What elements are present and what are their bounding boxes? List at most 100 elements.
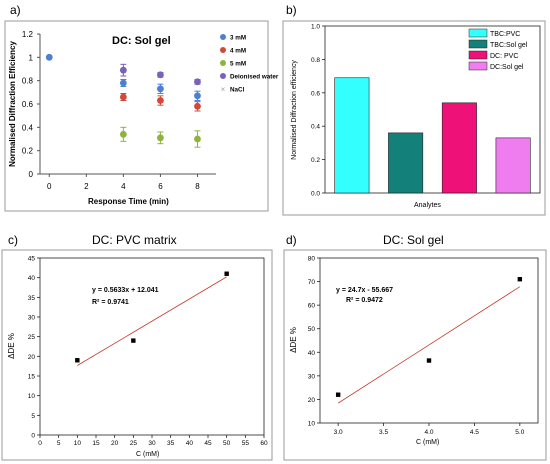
- chart-d-xtick-label: 4.0: [424, 429, 433, 436]
- chart-d-point: [426, 358, 432, 363]
- panel-c-frame: [1, 249, 273, 461]
- chart-d-ytick-label: 70: [308, 279, 316, 286]
- chart-d-ytick-label: 40: [308, 350, 316, 357]
- chart-c-equation: y = 0.5633x + 12.041: [92, 287, 159, 294]
- chart-d-xtick-label: 5.0: [515, 429, 524, 436]
- chart-d-xtick-label: 3.5: [379, 429, 388, 436]
- chart-a-point: [194, 78, 201, 86]
- chart-a-legend-marker: [220, 73, 226, 79]
- chart-c-xtick-label: 15: [92, 440, 100, 447]
- chart-b-legend-label: DC:Sol gel: [490, 64, 524, 71]
- chart-d-xtick-label: 3.0: [334, 429, 343, 436]
- chart-d-trendline: [337, 286, 521, 404]
- chart-a-point: [157, 85, 164, 93]
- chart-d-point: [335, 392, 341, 397]
- chart-a-legend-label: 5 mM: [230, 61, 246, 68]
- panel-c-heading: DC: PVC matrix: [92, 233, 177, 247]
- chart-a-legend-label: 3 mM: [230, 35, 246, 42]
- chart-a-xtick-label: 0: [47, 182, 52, 191]
- chart-d-scatter: C (mM) ΔDE % y = 24.7x - 55.667 R² = 0.9…: [289, 256, 539, 446]
- chart-b-xlabel: Analytes: [414, 202, 441, 209]
- chart-a-ytick-label: 0.6: [22, 100, 34, 109]
- chart-a-point: [194, 92, 201, 100]
- chart-a-ylabel: Normalised Diffraction Efficiency: [8, 41, 17, 167]
- chart-a-legend-marker: [220, 60, 226, 66]
- chart-b-ytick-label: 0.0: [311, 191, 320, 198]
- chart-c-xtick-label: 20: [111, 440, 119, 447]
- chart-b-bar: [495, 137, 531, 194]
- chart-b-ytick-label: 1.0: [311, 24, 320, 31]
- chart-a-ytick-label: 1: [29, 53, 34, 62]
- chart-a-ytick-label: 0.2: [22, 147, 34, 156]
- panel-a-label: a): [10, 3, 21, 17]
- chart-c-ytick-label: 35: [28, 295, 36, 302]
- chart-d-xtick-label: 4.5: [470, 429, 479, 436]
- chart-d-xlabel: C (mM): [416, 439, 439, 446]
- chart-b-legend-label: TBC:PVC: [490, 31, 520, 38]
- chart-c-xtick-label: 10: [74, 440, 82, 447]
- chart-a-xtick-label: 6: [158, 182, 163, 191]
- chart-c-xtick-label: 40: [186, 440, 194, 447]
- chart-a-xtick-label: 2: [84, 182, 89, 191]
- chart-c-ytick-label: 25: [28, 334, 36, 341]
- chart-a-xlabel: Response Time (min): [88, 197, 169, 206]
- chart-c-xtick-label: 60: [260, 440, 268, 447]
- panel-d-frame: [283, 249, 547, 461]
- chart-c-ytick-label: 5: [31, 413, 35, 420]
- chart-b-ytick-label: 0.2: [311, 157, 320, 164]
- chart-c-scatter: C (mM) ΔDE % y = 0.5633x + 12.041 R² = 0…: [7, 256, 268, 459]
- chart-d-r2: R² = 0.9472: [346, 297, 383, 304]
- chart-a-ytick-label: 0.8: [22, 77, 34, 86]
- chart-a-legend-label: NaCl: [230, 87, 245, 94]
- chart-b-ytick-label: 0.8: [311, 57, 320, 64]
- chart-a-point: [157, 134, 164, 142]
- chart-c-xtick-label: 35: [167, 440, 175, 447]
- chart-c-xtick-label: 50: [223, 440, 231, 447]
- chart-a-point: [119, 79, 127, 87]
- chart-b-plot-area: [324, 25, 541, 194]
- chart-d-ytick-label: 50: [308, 326, 316, 333]
- chart-a-point: [194, 102, 201, 110]
- chart-a-ytick-label: 0: [29, 170, 34, 179]
- chart-a-legend-marker: [220, 34, 226, 40]
- chart-c-point: [131, 338, 136, 343]
- chart-c-ytick-label: 20: [28, 354, 36, 361]
- chart-d-point: [517, 277, 523, 282]
- chart-a-xtick-label: 4: [121, 182, 126, 191]
- chart-c-xtick-label: 5: [57, 440, 61, 447]
- panel-a-frame: [4, 20, 269, 212]
- chart-c-ytick-label: 40: [28, 275, 36, 282]
- panel-d-label: d): [286, 233, 297, 247]
- chart-d-ytick-label: 80: [308, 256, 316, 263]
- panel-c-label: c): [8, 233, 18, 247]
- chart-a-point: [157, 71, 164, 79]
- chart-b-legend-label: TBC:Sol gel: [490, 42, 528, 49]
- chart-a-legend-label: 4 mM: [230, 48, 246, 55]
- chart-b-bar: [334, 77, 370, 194]
- chart-d-ytick-label: 30: [308, 373, 316, 380]
- chart-a-point: [194, 135, 201, 143]
- chart-a-legend-label: Deionised water: [230, 74, 279, 81]
- chart-c-point: [224, 271, 229, 276]
- chart-b-ylabel: Normalised Diffraction efficiency: [291, 60, 298, 160]
- chart-c-xlabel: C (mM): [136, 451, 159, 458]
- chart-c-xtick-label: 25: [130, 440, 138, 447]
- chart-a-legend-marker: ×: [221, 85, 226, 94]
- chart-a-ytick-label: 1.2: [22, 30, 34, 39]
- chart-b-legend-swatch: [468, 28, 488, 38]
- chart-d-ytick-label: 20: [308, 397, 316, 404]
- chart-a-point: [119, 93, 127, 101]
- chart-c-ytick-label: 10: [28, 393, 36, 400]
- chart-c-ytick-label: 0: [31, 433, 35, 440]
- panel-b-label: b): [286, 3, 297, 17]
- chart-b-legend-swatch: [468, 39, 488, 49]
- chart-a-scatter: DC: Sol gel Response Time (min) Normalis…: [8, 30, 279, 206]
- chart-c-ytick-label: 30: [28, 315, 36, 322]
- chart-c-point: [75, 358, 80, 363]
- chart-d-ytick-label: 10: [308, 421, 316, 428]
- chart-b-bar: Analytes Normalised Diffraction efficien…: [291, 24, 541, 209]
- chart-b-legend-swatch: [468, 50, 488, 60]
- panel-d-heading: DC: Sol gel: [383, 233, 444, 247]
- chart-d-ylabel: ΔDE %: [289, 327, 298, 353]
- chart-b-ytick-label: 0.4: [311, 124, 320, 131]
